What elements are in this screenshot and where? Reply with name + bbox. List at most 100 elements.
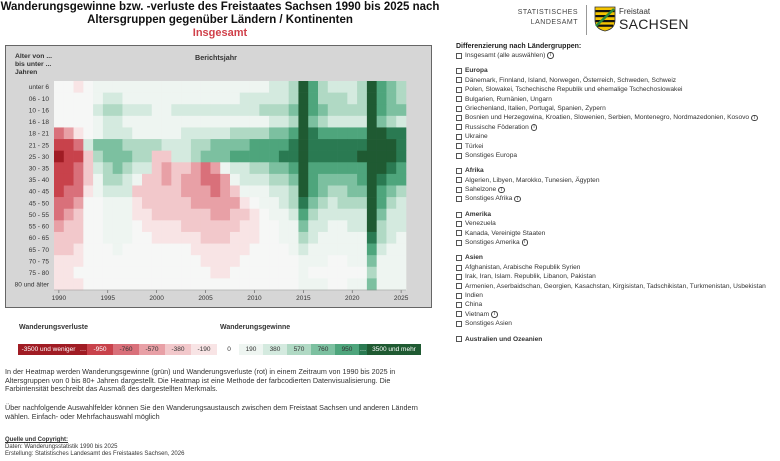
checkbox[interactable]: [456, 220, 462, 227]
heatmap-cell: [210, 243, 221, 256]
heatmap-cell: [181, 243, 192, 256]
checkbox[interactable]: [456, 143, 462, 150]
heatmap-cell: [171, 92, 182, 105]
info-icon[interactable]: i: [498, 186, 505, 194]
filter-item[interactable]: Venezuela: [456, 219, 776, 228]
filter-item[interactable]: Griechenland, Italien, Portugal, Spanien…: [456, 104, 776, 113]
checkbox[interactable]: [456, 133, 462, 140]
checkbox[interactable]: [456, 96, 462, 103]
checkbox[interactable]: [456, 177, 462, 184]
checkbox-all[interactable]: Insgesamt (alle auswählen) i: [456, 51, 776, 60]
info-icon[interactable]: i: [547, 52, 554, 59]
filter-item[interactable]: Indien: [456, 291, 776, 300]
x-tick-label: 1995: [101, 295, 116, 302]
filter-item[interactable]: China: [456, 300, 776, 309]
heatmap-cell: [396, 231, 407, 244]
filter-item[interactable]: Sonstiges Afrika i: [456, 194, 776, 203]
heatmap-cell: [357, 278, 368, 291]
filter-item[interactable]: Afghanistan, Arabische Republik Syrien: [456, 263, 776, 272]
checkbox[interactable]: [456, 283, 462, 290]
filter-group-afrika[interactable]: Afrika: [456, 166, 776, 175]
heatmap-cell: [386, 115, 397, 128]
checkbox[interactable]: [456, 68, 462, 75]
info-icon[interactable]: i: [521, 239, 529, 246]
heatmap-cell: [366, 81, 377, 93]
filter-item[interactable]: Kanada, Vereinigte Staaten: [456, 229, 776, 238]
heatmap-cell: [239, 243, 250, 256]
filter-item[interactable]: Bulgarien, Rumänien, Ungarn: [456, 95, 776, 104]
checkbox[interactable]: [456, 211, 462, 218]
filter-group-amerika[interactable]: Amerika: [456, 210, 776, 219]
checkbox[interactable]: [456, 320, 462, 327]
checkbox[interactable]: [456, 115, 462, 122]
checkbox[interactable]: [456, 336, 462, 343]
heatmap-cell: [200, 81, 211, 93]
filter-item[interactable]: Algerien, Libyen, Marokko, Tunesien, Ägy…: [456, 176, 776, 185]
checkbox[interactable]: [456, 255, 462, 262]
info-icon[interactable]: i: [530, 124, 538, 131]
heatmap-cell: [278, 208, 289, 221]
filter-item[interactable]: Türkei: [456, 142, 776, 151]
filter-group-asien[interactable]: Asien: [456, 253, 776, 262]
checkbox[interactable]: [456, 77, 462, 84]
heatmap-cell: [230, 185, 241, 198]
heatmap-cell: [298, 104, 309, 117]
heatmap-cell: [298, 92, 309, 105]
checkbox[interactable]: [456, 239, 462, 246]
heatmap-cell: [308, 243, 319, 256]
checkbox[interactable]: [456, 196, 462, 203]
filter-item[interactable]: Sonstiges Asien: [456, 319, 776, 328]
heatmap-cell: [220, 150, 231, 163]
filter-item[interactable]: Russische Föderation i: [456, 123, 776, 132]
checkbox[interactable]: [456, 105, 462, 112]
filter-item[interactable]: Polen, Slowakei, Tschechische Republik u…: [456, 85, 776, 94]
heatmap-cell: [230, 197, 241, 210]
checkbox[interactable]: [456, 124, 462, 131]
checkbox[interactable]: [456, 264, 462, 271]
info-icon[interactable]: i: [491, 311, 498, 318]
heatmap-cell: [122, 150, 133, 163]
heatmap-cell: [318, 278, 329, 291]
heatmap-cell: [220, 243, 231, 256]
checkbox[interactable]: [456, 230, 462, 237]
checkbox[interactable]: [456, 302, 462, 309]
checkbox[interactable]: [456, 311, 462, 318]
heatmap-cell: [278, 81, 289, 93]
heatmap-cell: [83, 150, 94, 163]
heatmap-cell: [288, 278, 299, 291]
heatmap-cell: [190, 81, 201, 93]
heatmap-cell: [308, 278, 319, 291]
filter-item[interactable]: Sonstiges Europa: [456, 151, 776, 160]
heatmap-cell: [200, 266, 211, 279]
checkbox[interactable]: [456, 186, 462, 193]
heatmap-cell: [337, 92, 348, 105]
filter-item-label: Polen, Slowakei, Tschechische Republik u…: [465, 86, 683, 94]
info-icon[interactable]: i: [514, 195, 521, 203]
filter-item[interactable]: Sahelzone i: [456, 185, 776, 194]
checkbox-all-box[interactable]: [456, 52, 462, 59]
logo: STATISTISCHES LANDESAMT Freistaat SACHSE…: [516, 5, 688, 37]
checkbox[interactable]: [456, 167, 462, 174]
filter-item[interactable]: Irak, Iran, Islam. Republik, Libanon, Pa…: [456, 272, 776, 281]
info-icon[interactable]: i: [751, 114, 758, 122]
heatmap-cell: [239, 185, 250, 198]
heatmap-cell: [63, 115, 74, 128]
filter-group-europa[interactable]: Europa: [456, 66, 776, 75]
checkbox[interactable]: [456, 86, 462, 93]
checkbox[interactable]: [456, 273, 462, 280]
filter-item[interactable]: Ukraine: [456, 132, 776, 141]
heatmap-cell: [249, 278, 260, 291]
heatmap-cell: [171, 173, 182, 186]
filter-group-australien[interactable]: Australien und Ozeanien: [456, 335, 776, 344]
filter-item[interactable]: Dänemark, Finnland, Island, Norwegen, Ös…: [456, 76, 776, 85]
filter-item[interactable]: Bosnien und Herzegowina, Kroatien, Slowe…: [456, 113, 776, 122]
heatmap-cell: [298, 127, 309, 140]
heatmap-cell: [298, 185, 309, 198]
heatmap-cell: [230, 208, 241, 221]
x-tick-label: 2000: [149, 295, 164, 302]
checkbox[interactable]: [456, 292, 462, 299]
checkbox[interactable]: [456, 152, 462, 159]
filter-item[interactable]: Sonstiges Amerika i: [456, 238, 776, 247]
filter-item[interactable]: Vietnam i: [456, 310, 776, 319]
filter-item[interactable]: Armenien, Aserbaidschan, Georgien, Kasac…: [456, 282, 776, 291]
